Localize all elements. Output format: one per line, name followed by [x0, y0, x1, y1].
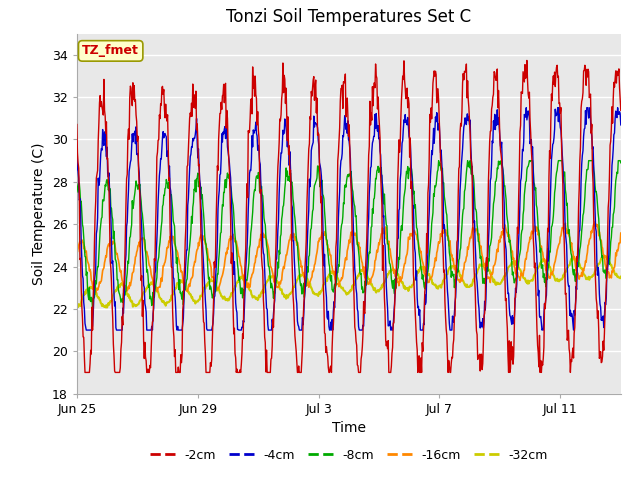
Text: TZ_fmet: TZ_fmet	[82, 44, 139, 58]
X-axis label: Time: Time	[332, 421, 366, 435]
Y-axis label: Soil Temperature (C): Soil Temperature (C)	[33, 143, 46, 285]
Title: Tonzi Soil Temperatures Set C: Tonzi Soil Temperatures Set C	[226, 9, 472, 26]
Legend: -2cm, -4cm, -8cm, -16cm, -32cm: -2cm, -4cm, -8cm, -16cm, -32cm	[145, 444, 553, 467]
